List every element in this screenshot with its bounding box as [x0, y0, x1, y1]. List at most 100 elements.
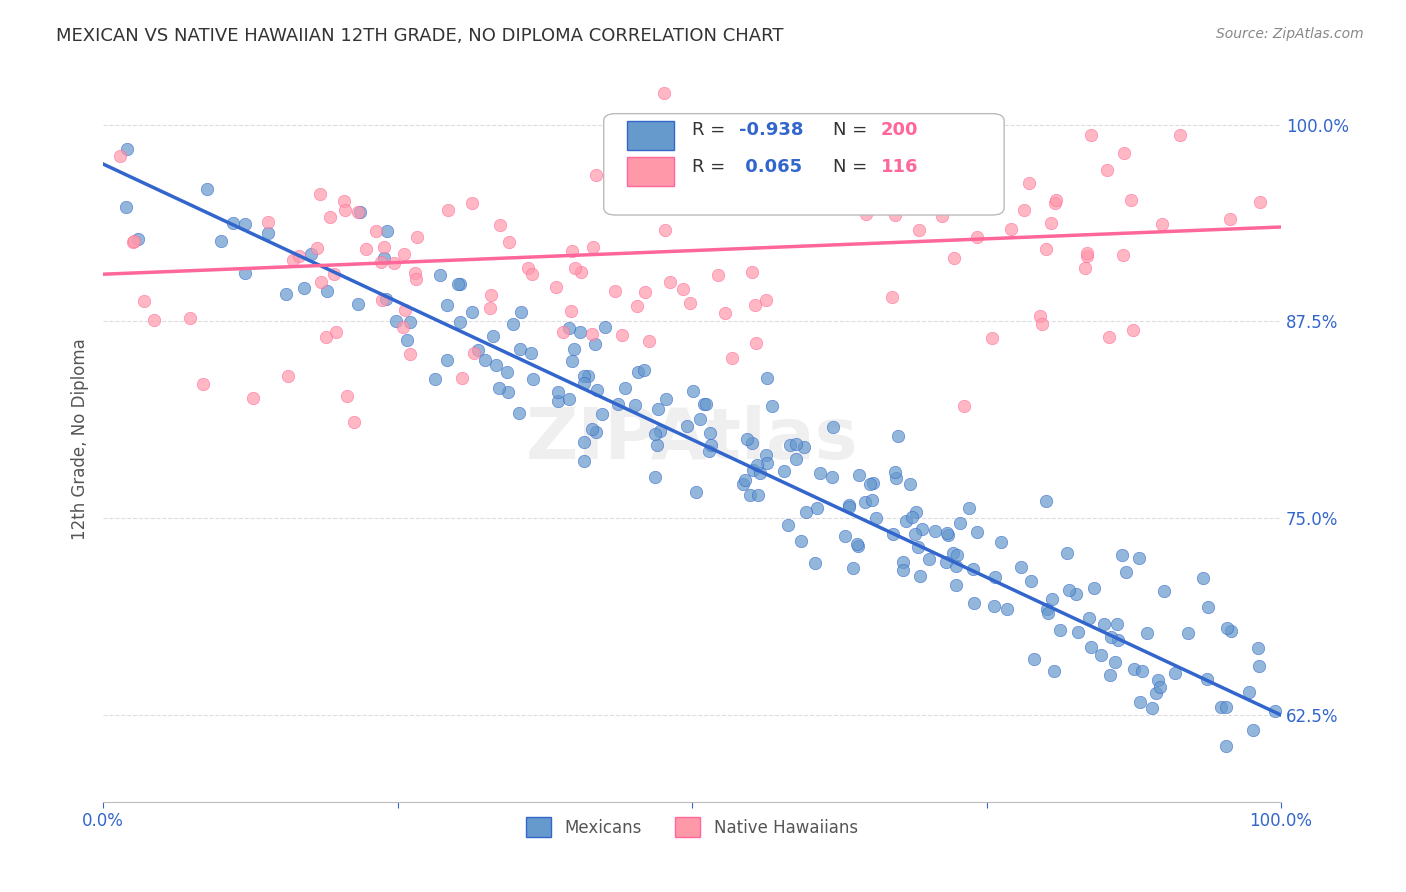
Native Hawaiians [931, 209, 953, 223]
Native Hawaiians [553, 325, 575, 339]
Mexicans [772, 464, 794, 478]
Mexicans [731, 477, 754, 491]
Mexicans [606, 396, 628, 410]
Mexicans [900, 477, 922, 491]
Mexicans [990, 534, 1012, 549]
Mexicans [583, 336, 606, 351]
Native Hawaiians [1219, 212, 1241, 227]
Mexicans [957, 501, 980, 516]
Mexicans [1237, 685, 1260, 699]
Native Hawaiians [315, 330, 337, 344]
Mexicans [882, 527, 904, 541]
Mexicans [695, 397, 717, 411]
Mexicans [1140, 701, 1163, 715]
Native Hawaiians [713, 306, 735, 320]
Mexicans [209, 234, 232, 248]
Native Hawaiians [370, 254, 392, 268]
Y-axis label: 12th Grade, No Diploma: 12th Grade, No Diploma [72, 339, 89, 541]
Native Hawaiians [1076, 250, 1098, 264]
Mexicans [221, 216, 243, 230]
Mexicans [742, 462, 765, 476]
Mexicans [195, 182, 218, 196]
Mexicans [917, 551, 939, 566]
Native Hawaiians [308, 187, 330, 202]
Mexicans [838, 500, 860, 514]
Native Hawaiians [1074, 261, 1097, 276]
Mexicans [860, 493, 883, 508]
Mexicans [436, 353, 458, 368]
Mexicans [755, 371, 778, 385]
Mexicans [697, 444, 720, 458]
Mexicans [1078, 611, 1101, 625]
Mexicans [115, 142, 138, 156]
Native Hawaiians [463, 345, 485, 359]
Mexicans [692, 397, 714, 411]
Mexicans [1209, 700, 1232, 714]
Mexicans [1057, 583, 1080, 598]
Mexicans [778, 517, 800, 532]
Mexicans [734, 473, 756, 487]
Legend: Mexicans, Native Hawaiians: Mexicans, Native Hawaiians [520, 810, 865, 844]
Native Hawaiians [546, 279, 568, 293]
Native Hawaiians [122, 235, 145, 249]
Native Hawaiians [953, 158, 976, 172]
Mexicans [274, 286, 297, 301]
Mexicans [924, 524, 946, 539]
Native Hawaiians [392, 319, 415, 334]
Native Hawaiians [143, 313, 166, 327]
Native Hawaiians [1018, 176, 1040, 190]
Mexicans [945, 577, 967, 591]
Mexicans [785, 451, 807, 466]
Native Hawaiians [617, 147, 640, 161]
Mexicans [373, 252, 395, 266]
Mexicans [316, 284, 339, 298]
Mexicans [1010, 559, 1032, 574]
Mexicans [647, 401, 669, 416]
Mexicans [449, 315, 471, 329]
Native Hawaiians [333, 194, 356, 209]
Mexicans [1056, 546, 1078, 560]
Text: N =: N = [834, 121, 873, 139]
Mexicans [1099, 631, 1122, 645]
Mexicans [509, 342, 531, 356]
Mexicans [1215, 699, 1237, 714]
Mexicans [942, 545, 965, 559]
Mexicans [793, 440, 815, 454]
Native Hawaiians [1076, 246, 1098, 260]
Native Hawaiians [626, 299, 648, 313]
Mexicans [761, 400, 783, 414]
Mexicans [1136, 626, 1159, 640]
Mexicans [689, 412, 711, 426]
Mexicans [935, 526, 957, 541]
Native Hawaiians [679, 296, 702, 310]
Mexicans [1195, 673, 1218, 687]
Native Hawaiians [1080, 128, 1102, 143]
Mexicans [423, 372, 446, 386]
Native Hawaiians [966, 230, 988, 244]
Native Hawaiians [356, 242, 378, 256]
Native Hawaiians [371, 293, 394, 307]
Mexicans [1123, 662, 1146, 676]
Mexicans [962, 562, 984, 576]
Mexicans [908, 568, 931, 582]
Native Hawaiians [761, 167, 783, 181]
Mexicans [623, 398, 645, 412]
FancyBboxPatch shape [603, 113, 1004, 215]
Native Hawaiians [516, 261, 538, 276]
Mexicans [574, 368, 596, 383]
Mexicans [496, 384, 519, 399]
Mexicans [905, 505, 928, 519]
Text: R =: R = [692, 158, 731, 176]
Mexicans [375, 292, 398, 306]
Mexicans [572, 454, 595, 468]
Text: -0.938: -0.938 [740, 121, 804, 139]
Native Hawaiians [981, 330, 1004, 344]
Mexicans [648, 424, 671, 438]
Mexicans [436, 298, 458, 312]
Native Hawaiians [658, 275, 681, 289]
Native Hawaiians [672, 282, 695, 296]
Mexicans [938, 528, 960, 542]
Text: Source: ZipAtlas.com: Source: ZipAtlas.com [1216, 27, 1364, 41]
Native Hawaiians [1119, 193, 1142, 207]
Mexicans [1164, 665, 1187, 680]
